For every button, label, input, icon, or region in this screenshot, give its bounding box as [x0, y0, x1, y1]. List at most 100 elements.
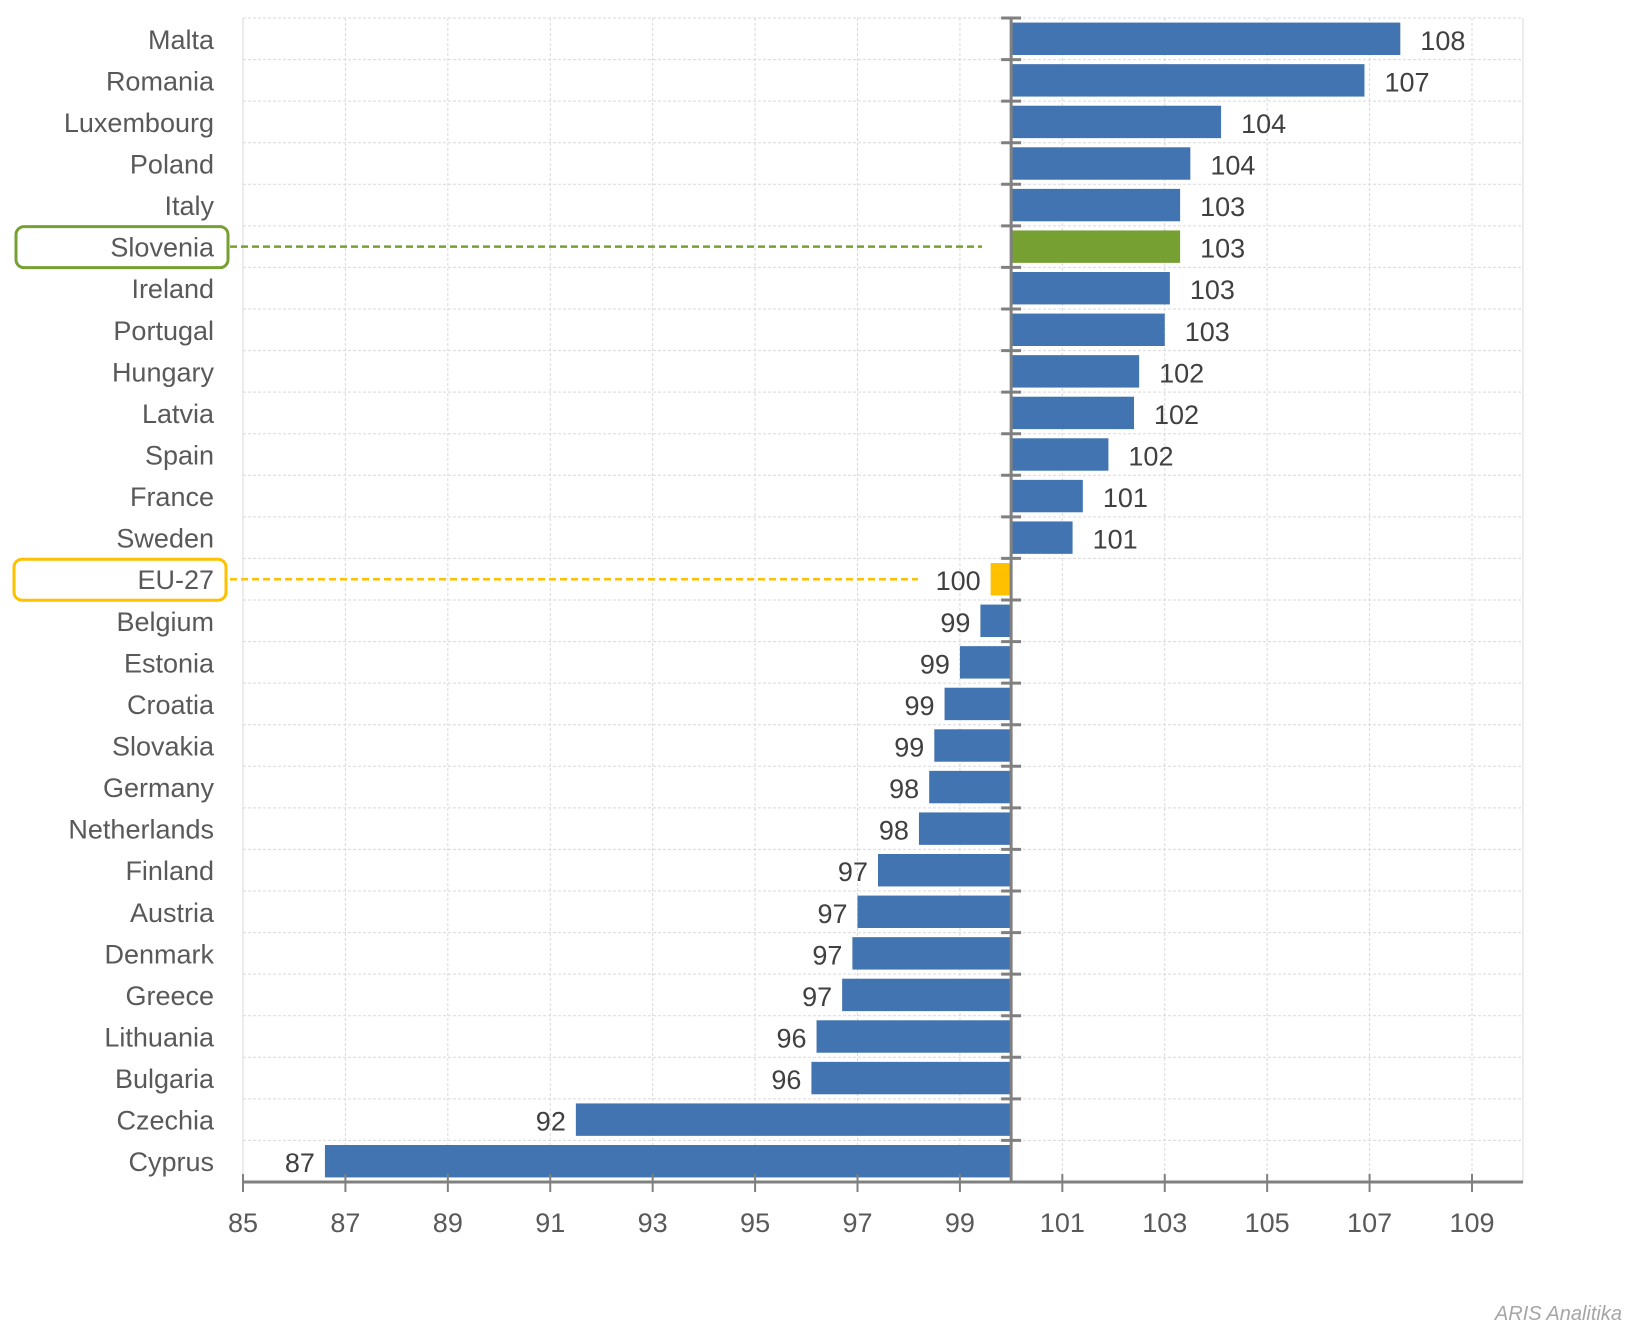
category-label: France	[130, 482, 214, 512]
highlight-callouts	[12, 225, 982, 602]
data-label: 87	[285, 1148, 315, 1178]
data-label: 99	[894, 733, 924, 763]
bar-greece	[842, 978, 1012, 1012]
category-label: Bulgaria	[115, 1064, 215, 1094]
data-label: 103	[1200, 192, 1245, 222]
category-label: Ireland	[131, 274, 214, 304]
category-label: Hungary	[112, 357, 215, 387]
bar-hungary	[1011, 355, 1140, 388]
data-label: 92	[536, 1107, 566, 1137]
data-label: 99	[920, 649, 950, 679]
category-label: Belgium	[116, 607, 214, 637]
data-label: 99	[905, 691, 935, 721]
bar-cyprus	[324, 1145, 1012, 1178]
bar-denmark	[852, 937, 1012, 970]
data-label: 97	[817, 899, 847, 929]
bar-austria	[857, 895, 1012, 928]
category-label: Slovenia	[110, 233, 215, 263]
bar-france	[1011, 479, 1083, 513]
x-tick-labels: 85 87 89 91 93 95 97 99 101 103 105 107 109	[228, 1208, 1495, 1238]
category-label: Malta	[148, 25, 215, 55]
bar-poland	[1011, 147, 1191, 180]
category-label: Poland	[130, 150, 214, 180]
bar-slovenia	[1011, 230, 1181, 263]
bar-sweden	[1011, 521, 1073, 554]
x-tick-label: 95	[740, 1208, 770, 1238]
bar-italy	[1011, 188, 1181, 222]
category-label: Greece	[125, 981, 214, 1011]
category-label: Lithuania	[104, 1023, 215, 1053]
bar-ireland	[1011, 272, 1170, 305]
bar-spain	[1011, 438, 1109, 471]
data-label: 96	[776, 1024, 806, 1054]
category-label: EU-27	[137, 565, 214, 595]
bar-lithuania	[816, 1020, 1012, 1053]
data-label: 102	[1154, 400, 1199, 430]
category-label: Latvia	[142, 399, 215, 429]
category-label: Estonia	[124, 648, 215, 678]
category-label: Austria	[130, 898, 215, 928]
category-label: Croatia	[127, 690, 215, 720]
data-label: 97	[802, 982, 832, 1012]
category-label: Germany	[103, 773, 215, 803]
data-label: 104	[1210, 151, 1255, 181]
category-label: Denmark	[104, 939, 214, 969]
data-label: 97	[838, 857, 868, 887]
x-tick-label: 91	[535, 1208, 565, 1238]
x-tick-label: 89	[433, 1208, 463, 1238]
data-label: 107	[1384, 67, 1429, 97]
bar-luxembourg	[1011, 105, 1222, 139]
axes	[242, 16, 1523, 1192]
category-label: Sweden	[116, 524, 214, 554]
data-label: 102	[1128, 442, 1173, 472]
data-label: 103	[1185, 317, 1230, 347]
data-label: 98	[879, 816, 909, 846]
bar-finland	[877, 854, 1012, 887]
category-label: Spain	[145, 441, 214, 471]
data-label: 101	[1093, 525, 1138, 555]
x-tick-label: 107	[1347, 1208, 1392, 1238]
x-tick-label: 105	[1245, 1208, 1290, 1238]
data-label: 103	[1200, 234, 1245, 264]
x-tick-label: 93	[638, 1208, 668, 1238]
category-label: Portugal	[113, 316, 214, 346]
bar-slovakia	[934, 729, 1012, 762]
bar-netherlands	[918, 812, 1012, 845]
data-label: 100	[936, 566, 981, 596]
bars	[324, 22, 1401, 1178]
bar-czechia	[575, 1103, 1012, 1136]
x-tick-label: 87	[330, 1208, 360, 1238]
data-label: 104	[1241, 109, 1286, 139]
bar-bulgaria	[811, 1061, 1012, 1095]
x-tick-label: 109	[1449, 1208, 1494, 1238]
data-label: 108	[1420, 26, 1465, 56]
x-tick-label: 103	[1142, 1208, 1187, 1238]
data-label: 99	[940, 608, 970, 638]
callout-box-eu-27	[12, 557, 228, 602]
data-label: 98	[889, 774, 919, 804]
category-label: Italy	[164, 191, 214, 221]
bar-eu-27	[990, 563, 1012, 596]
category-label: Finland	[125, 856, 214, 886]
data-label: 97	[812, 940, 842, 970]
data-label: 96	[771, 1065, 801, 1095]
category-label: Luxembourg	[64, 108, 214, 138]
watermark: ARIS Analitika	[1494, 1303, 1622, 1325]
x-tick-label: 101	[1040, 1208, 1085, 1238]
data-labels: 108 107 104 104 103 103 103 103 102 102 102 101 101 1…	[285, 26, 1465, 1178]
callout-box-slovenia	[14, 225, 230, 270]
x-tick-label: 85	[228, 1208, 258, 1238]
bar-croatia	[944, 687, 1012, 721]
bar-latvia	[1011, 396, 1135, 430]
bar-romania	[1011, 64, 1365, 97]
x-tick-label: 99	[945, 1208, 975, 1238]
data-label: 101	[1103, 483, 1148, 513]
data-label: 102	[1159, 358, 1204, 388]
category-label: Romania	[106, 66, 215, 96]
bar-belgium	[980, 604, 1012, 637]
category-label: Cyprus	[128, 1147, 214, 1177]
bar-germany	[929, 770, 1012, 804]
data-label: 103	[1190, 275, 1235, 305]
bar-estonia	[959, 646, 1012, 679]
